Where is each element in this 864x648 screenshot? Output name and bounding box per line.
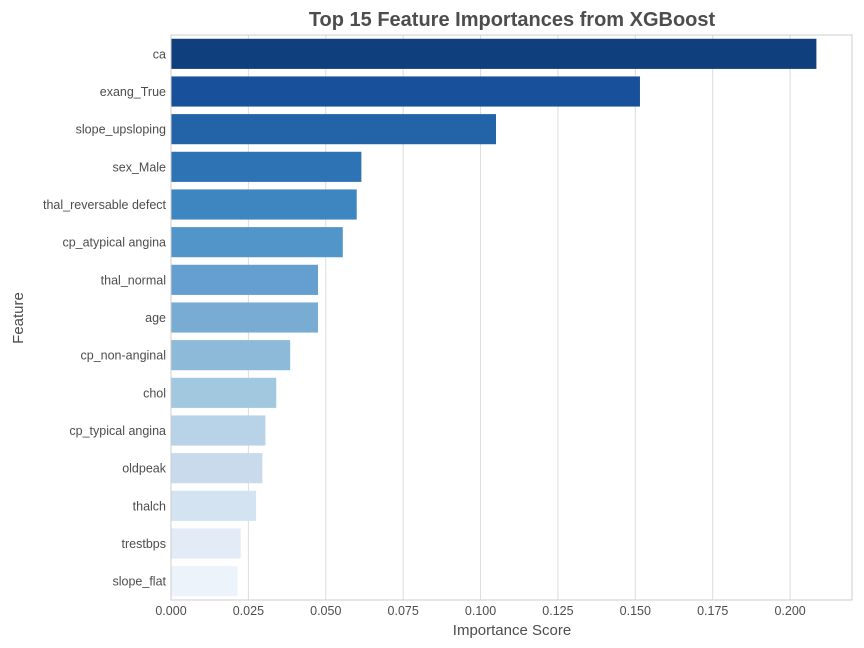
x-tick-label: 0.175: [697, 604, 728, 618]
bar-slope-upsloping: [171, 114, 497, 145]
bar-cp-typical-angina: [171, 415, 266, 446]
bar-cp-atypical-angina: [171, 227, 343, 258]
bar-ca: [171, 38, 817, 69]
x-tick-label: 0.025: [233, 604, 264, 618]
x-tick-labels: 0.000 0.025 0.050 0.075 0.100 0.125 0.150 0.175…: [155, 604, 805, 618]
plot-frame: [170, 34, 853, 601]
y-tick-label: trestbps: [122, 537, 166, 551]
bar-chol: [171, 377, 277, 408]
x-tick-label: 0.050: [310, 604, 341, 618]
y-tick-label: chol: [143, 386, 166, 400]
x-tick-label: 0.100: [465, 604, 496, 618]
bar-sex-male: [171, 151, 362, 182]
y-tick-label: age: [145, 311, 166, 325]
bar-oldpeak: [171, 453, 263, 484]
y-tick-label: thal_normal: [101, 273, 166, 287]
y-tick-label: oldpeak: [122, 462, 167, 476]
bars: [171, 38, 817, 597]
bar-cp-non-anginal: [171, 340, 291, 371]
y-tick-label: slope_upsloping: [76, 123, 166, 137]
bar-thalch: [171, 490, 257, 521]
bar-trestbps: [171, 528, 241, 559]
y-tick-label: thalch: [133, 499, 166, 513]
y-tick-label: slope_flat: [112, 575, 166, 589]
y-tick-label: sex_Male: [113, 160, 167, 174]
y-tick-label: cp_non-anginal: [81, 349, 167, 363]
x-tick-label: 0.125: [542, 604, 573, 618]
bar-age: [171, 302, 319, 333]
chart-title: Top 15 Feature Importances from XGBoost: [309, 9, 716, 31]
bar-exang-true: [171, 76, 640, 107]
x-axis-label: Importance Score: [453, 622, 571, 639]
bar-thal-normal: [171, 264, 319, 295]
y-tick-label: thal_reversable defect: [43, 198, 167, 212]
x-tick-label: 0.200: [774, 604, 805, 618]
y-tick-label: exang_True: [100, 85, 166, 99]
y-tick-labels: ca exang_True slope_upsloping sex_Male thal_…: [43, 47, 167, 588]
y-tick-label: cp_atypical angina: [62, 236, 166, 250]
x-tick-label: 0.075: [388, 604, 419, 618]
x-tick-label: 0.150: [620, 604, 651, 618]
y-axis-label: Feature: [10, 292, 27, 344]
bar-thal-reversable-defect: [171, 189, 357, 220]
x-tick-label: 0.000: [155, 604, 186, 618]
bar-slope-flat: [171, 566, 238, 597]
y-tick-label: ca: [153, 47, 166, 61]
y-tick-label: cp_typical angina: [69, 424, 166, 438]
